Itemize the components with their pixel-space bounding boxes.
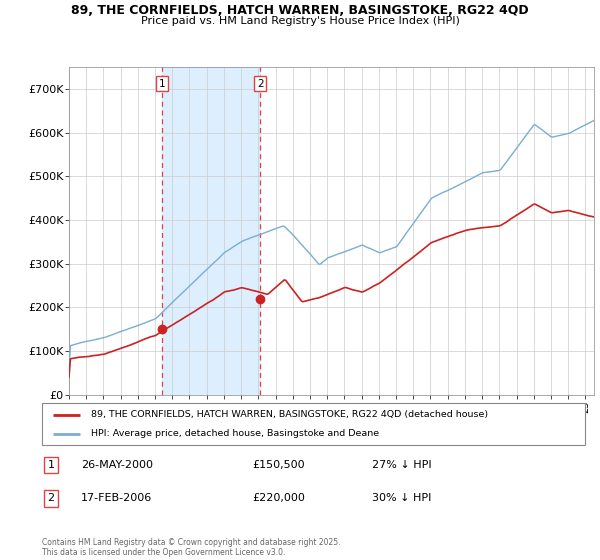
Text: 30% ↓ HPI: 30% ↓ HPI	[372, 493, 431, 503]
Text: 2: 2	[257, 78, 264, 88]
Text: HPI: Average price, detached house, Basingstoke and Deane: HPI: Average price, detached house, Basi…	[91, 430, 379, 438]
Text: 27% ↓ HPI: 27% ↓ HPI	[372, 460, 431, 470]
Bar	[162, 67, 260, 395]
FancyBboxPatch shape	[42, 403, 585, 445]
Text: £220,000: £220,000	[252, 493, 305, 503]
Text: 26-MAY-2000: 26-MAY-2000	[81, 460, 153, 470]
Text: £150,500: £150,500	[252, 460, 305, 470]
Text: 1: 1	[158, 78, 165, 88]
Text: 2: 2	[47, 493, 55, 503]
Text: 17-FEB-2006: 17-FEB-2006	[81, 493, 152, 503]
Text: 1: 1	[47, 460, 55, 470]
Text: Contains HM Land Registry data © Crown copyright and database right 2025.
This d: Contains HM Land Registry data © Crown c…	[42, 538, 341, 557]
Text: 89, THE CORNFIELDS, HATCH WARREN, BASINGSTOKE, RG22 4QD (detached house): 89, THE CORNFIELDS, HATCH WARREN, BASING…	[91, 410, 488, 419]
Text: Price paid vs. HM Land Registry's House Price Index (HPI): Price paid vs. HM Land Registry's House …	[140, 16, 460, 26]
Text: 89, THE CORNFIELDS, HATCH WARREN, BASINGSTOKE, RG22 4QD: 89, THE CORNFIELDS, HATCH WARREN, BASING…	[71, 4, 529, 17]
